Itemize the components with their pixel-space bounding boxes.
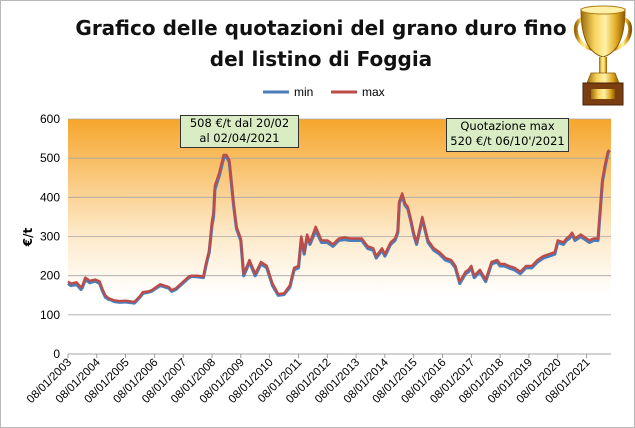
y-axis-label: €/t xyxy=(21,228,35,248)
grid-lines xyxy=(68,118,611,355)
annotation-max-2021: Quotazione max 520 €/t 06/10'/2021 xyxy=(446,118,569,152)
y-tick-label: 300 xyxy=(40,230,60,244)
trophy-icon xyxy=(573,5,633,106)
y-tick-label: 0 xyxy=(53,347,60,361)
y-tick-label: 200 xyxy=(40,269,60,283)
y-tick-label: 100 xyxy=(40,308,60,322)
chart-title: Grafico delle quotazioni del grano duro … xyxy=(75,16,567,71)
legend-label-min: min xyxy=(294,85,313,99)
y-axis: 0 100 200 300 400 500 600 xyxy=(40,112,60,361)
annotation-peak-2008: 508 €/t dal 20/02 al 02/04/2021 xyxy=(180,115,299,148)
series-lines xyxy=(67,149,611,305)
x-axis: 08/01/200308/01/200408/01/200508/01/2006… xyxy=(25,354,593,406)
y-tick-label: 500 xyxy=(40,151,60,165)
series-line-max xyxy=(67,149,611,304)
legend: min max xyxy=(263,85,385,99)
y-tick-label: 400 xyxy=(40,190,60,204)
legend-label-max: max xyxy=(362,85,385,99)
y-tick-label: 600 xyxy=(40,112,60,126)
